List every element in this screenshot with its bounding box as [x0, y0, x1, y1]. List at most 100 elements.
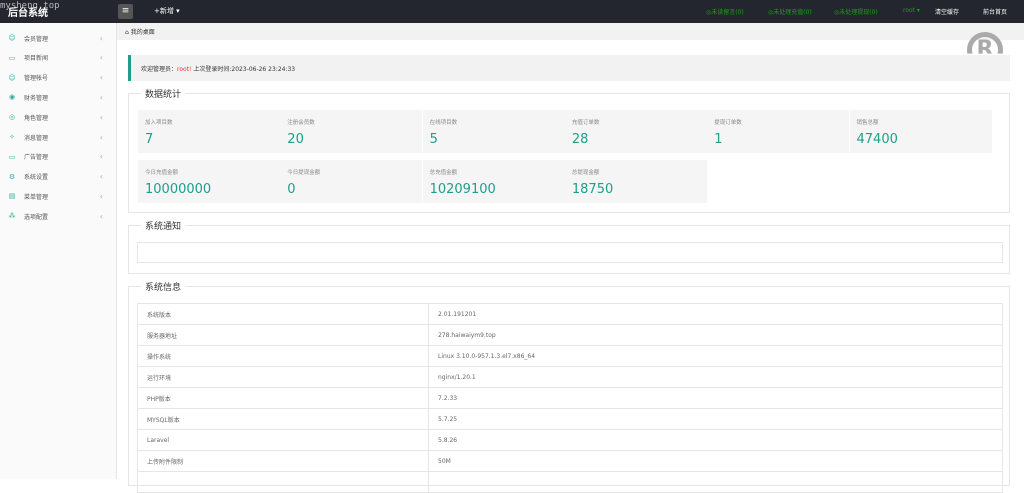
menu-toggle-button[interactable]: ≡ — [118, 4, 133, 19]
info-value: 50M — [428, 450, 1003, 472]
stat-label: 总充值金额 — [429, 170, 458, 176]
user-icon: ☺ — [8, 34, 16, 42]
stat-label: 注册会员数 — [287, 120, 315, 126]
info-value: 2.01.191201 — [428, 303, 1003, 325]
sidebar-item[interactable]: ⁂ 选项配置 ‹ — [0, 206, 117, 226]
stat-value: 0 — [287, 182, 296, 197]
welcome-box: 欢迎管理员：root! 上次登录时间:2023-06-26 23:24:33 — [128, 55, 1010, 81]
stat-card: 今日充值金额 10000000 — [138, 160, 280, 203]
welcome-user: root! — [177, 66, 192, 73]
table-row: Laravel 5.8.26 — [137, 429, 1003, 451]
table-row: MYSQL版本 5.7.25 — [137, 408, 1003, 430]
info-label: 运行环境 — [137, 366, 429, 388]
clear-cache-link[interactable]: 清空缓存 — [935, 9, 960, 16]
stat-value: 5 — [429, 132, 438, 147]
pending-withdraw-link[interactable]: ◎未处理提现(0) — [834, 9, 878, 16]
chevron-left-icon: ‹ — [99, 132, 103, 142]
home-icon: ⌂ — [125, 29, 131, 36]
pending-recharge-link[interactable]: ◎未处理充值(0) — [768, 9, 812, 16]
front-home-link[interactable]: 前台首页 — [983, 9, 1008, 16]
watermark: mysheng.top — [0, 1, 60, 11]
sidebar-item-label: 会员管理 — [24, 35, 49, 43]
chevron-left-icon: ‹ — [99, 33, 103, 43]
settings-icon: ⚙ — [8, 172, 16, 181]
stat-value: 28 — [571, 132, 589, 147]
stat-card: 注册会员数 20 — [280, 110, 423, 153]
sidebar-item[interactable]: ▭ 广告管理 ‹ — [0, 147, 117, 167]
registered-mark-icon: R — [967, 32, 1003, 54]
chevron-left-icon: ‹ — [99, 191, 103, 201]
stat-card: 提现订单数 1 — [707, 110, 850, 153]
stat-value: 18750 — [571, 182, 614, 197]
info-label: 上传附件限制 — [137, 450, 429, 472]
table-row: 上传附件限制 50M — [137, 450, 1003, 472]
sysinfo-panel: 系统信息 系统版本 2.01.191201 服务器地址 278.haiwaiym9.t… — [128, 280, 1010, 493]
sidebar-item[interactable]: ☺ 管理帐号 ‹ — [0, 68, 117, 88]
stat-label: 销售总额 — [856, 120, 879, 126]
stat-label: 充值订单数 — [571, 120, 600, 126]
sidebar: ☺ 会员管理 ‹ ▭ 项目新闻 ‹ ☺ 管理帐号 ‹ ◉ 财务管理 ‹ ◎ 角色管理 ‹ ✧ 消息管理 ‹ ▭ 广告管… — [0, 23, 117, 479]
stat-label: 今日提现金额 — [287, 170, 321, 176]
info-label: MYSQL版本 — [137, 408, 429, 430]
info-value: 5.8.26 — [428, 429, 1003, 451]
table-row: 服务器地址 278.haiwaiym9.top — [137, 324, 1003, 346]
last-login: 上次登录时间:2023-06-26 23:24:33 — [191, 66, 296, 73]
info-label: Laravel — [137, 429, 429, 451]
welcome-prefix: 欢迎管理员： — [141, 66, 178, 73]
chevron-left-icon: ‹ — [99, 211, 103, 221]
sidebar-item-label: 菜单管理 — [24, 193, 49, 201]
stat-card: 在线项目数 5 — [422, 110, 565, 153]
table-row: 操作系统 Linux 3.10.0-957.1.3.el7.x86_64 — [137, 345, 1003, 367]
main-content: 欢迎管理员：root! 上次登录时间:2023-06-26 23:24:33 数… — [117, 40, 1024, 493]
table-row — [137, 471, 1003, 493]
sidebar-item-label: 广告管理 — [24, 154, 49, 162]
sidebar-item[interactable]: ▤ 菜单管理 ‹ — [0, 186, 117, 206]
sidebar-item-label: 角色管理 — [24, 114, 49, 122]
chevron-left-icon: ‹ — [99, 73, 103, 83]
new-dropdown[interactable]: +新增 ▾ — [154, 7, 180, 15]
stat-card: 总提现金额 18750 — [564, 160, 707, 203]
stat-card: 充值订单数 28 — [564, 110, 707, 153]
sidebar-item[interactable]: ◉ 财务管理 ‹ — [0, 87, 117, 107]
sidebar-item-label: 管理帐号 — [24, 75, 49, 83]
sidebar-item[interactable]: ◎ 角色管理 ‹ — [0, 107, 117, 127]
breadcrumb-home[interactable]: 我的桌面 — [130, 29, 155, 36]
notice-title: 系统通知 — [141, 219, 186, 232]
sidebar-item[interactable]: ☺ 会员管理 ‹ — [0, 28, 117, 48]
finance-icon: ◉ — [8, 93, 16, 102]
info-label: 系统版本 — [137, 303, 429, 325]
sidebar-item-label: 项目新闻 — [24, 55, 49, 63]
stat-value: 20 — [287, 132, 304, 147]
unread-messages-link[interactable]: ◎未读留言(0) — [706, 9, 744, 16]
news-icon: ▭ — [8, 53, 16, 62]
sysinfo-title: 系统信息 — [141, 280, 186, 293]
top-bar: 后台系统 mysheng.top ≡ +新增 ▾ ◎未读留言(0) ◎未处理充值… — [0, 0, 1024, 23]
notice-panel: 系统通知 — [128, 219, 1010, 274]
stats-title: 数据统计 — [141, 87, 186, 100]
stat-label: 总提现金额 — [571, 170, 600, 176]
logo: 后台系统 — [8, 8, 48, 19]
stat-label: 提现订单数 — [714, 120, 742, 126]
sidebar-item-label: 消息管理 — [24, 134, 49, 142]
stat-card: 总充值金额 10209100 — [422, 160, 565, 203]
stat-label: 在线项目数 — [429, 120, 458, 126]
info-label: 操作系统 — [137, 345, 429, 367]
sidebar-item-label: 选项配置 — [24, 213, 49, 221]
user-dropdown[interactable]: root ▾ — [903, 7, 920, 14]
info-value: 278.haiwaiym9.top — [428, 324, 1003, 346]
ad-icon: ▭ — [8, 152, 16, 161]
stat-value: 1 — [714, 132, 723, 147]
sidebar-item[interactable]: ⚙ 系统设置 ‹ — [0, 167, 117, 187]
sidebar-item[interactable]: ▭ 项目新闻 ‹ — [0, 48, 117, 68]
chevron-left-icon: ‹ — [99, 112, 103, 122]
sidebar-item-label: 财务管理 — [24, 94, 49, 102]
role-icon: ◎ — [8, 113, 16, 122]
menu-icon: ▤ — [8, 192, 16, 201]
sidebar-item[interactable]: ✧ 消息管理 ‹ — [0, 127, 117, 147]
admin-icon: ☺ — [8, 73, 16, 82]
stat-value: 10209100 — [429, 182, 496, 197]
sidebar-item-label: 系统设置 — [24, 174, 49, 182]
info-value: Linux 3.10.0-957.1.3.el7.x86_64 — [428, 345, 1003, 367]
message-icon: ✧ — [9, 133, 15, 141]
info-label: 服务器地址 — [137, 324, 429, 346]
